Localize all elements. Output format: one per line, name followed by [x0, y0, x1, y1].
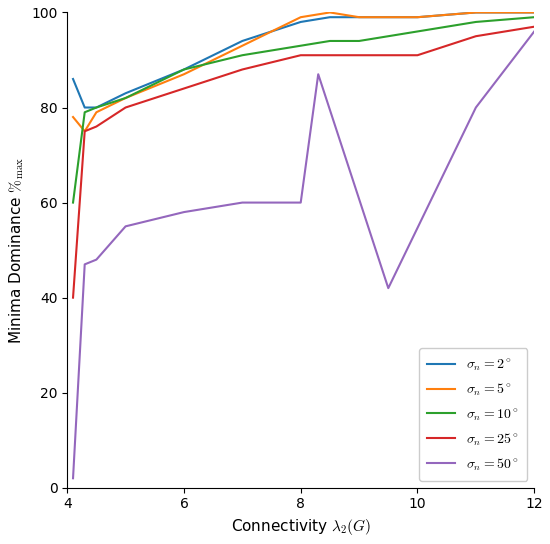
- $\sigma_n = 10^\circ$: [298, 42, 304, 49]
- X-axis label: Connectivity $\lambda_2(G)$: Connectivity $\lambda_2(G)$: [230, 517, 371, 537]
- $\sigma_n = 25^\circ$: [93, 123, 100, 130]
- $\sigma_n = 50^\circ$: [93, 256, 100, 263]
- Line: $\sigma_n = 25^\circ$: $\sigma_n = 25^\circ$: [73, 27, 534, 298]
- $\sigma_n = 25^\circ$: [414, 52, 421, 59]
- $\sigma_n = 50^\circ$: [180, 209, 187, 215]
- $\sigma_n = 10^\circ$: [472, 18, 479, 25]
- $\sigma_n = 5^\circ$: [298, 14, 304, 21]
- $\sigma_n = 2^\circ$: [180, 66, 187, 73]
- $\sigma_n = 5^\circ$: [414, 14, 421, 21]
- $\sigma_n = 10^\circ$: [93, 104, 100, 111]
- $\sigma_n = 2^\circ$: [298, 18, 304, 25]
- $\sigma_n = 2^\circ$: [81, 104, 88, 111]
- $\sigma_n = 5^\circ$: [472, 9, 479, 16]
- $\sigma_n = 2^\circ$: [122, 90, 129, 96]
- $\sigma_n = 25^\circ$: [298, 52, 304, 59]
- $\sigma_n = 2^\circ$: [356, 14, 362, 21]
- Line: $\sigma_n = 10^\circ$: $\sigma_n = 10^\circ$: [73, 17, 534, 202]
- $\sigma_n = 50^\circ$: [122, 223, 129, 230]
- $\sigma_n = 5^\circ$: [327, 9, 333, 16]
- $\sigma_n = 10^\circ$: [239, 52, 246, 59]
- Line: $\sigma_n = 50^\circ$: $\sigma_n = 50^\circ$: [73, 32, 534, 478]
- $\sigma_n = 25^\circ$: [356, 52, 362, 59]
- Line: $\sigma_n = 2^\circ$: $\sigma_n = 2^\circ$: [73, 13, 534, 108]
- $\sigma_n = 25^\circ$: [531, 23, 537, 30]
- $\sigma_n = 50^\circ$: [81, 261, 88, 268]
- $\sigma_n = 5^\circ$: [180, 71, 187, 77]
- Y-axis label: Minima Dominance $\%_{\mathrm{max}}$: Minima Dominance $\%_{\mathrm{max}}$: [7, 157, 25, 344]
- $\sigma_n = 2^\circ$: [70, 76, 76, 82]
- $\sigma_n = 2^\circ$: [414, 14, 421, 21]
- $\sigma_n = 50^\circ$: [315, 71, 322, 77]
- $\sigma_n = 5^\circ$: [81, 128, 88, 134]
- $\sigma_n = 25^\circ$: [180, 85, 187, 92]
- $\sigma_n = 25^\circ$: [122, 104, 129, 111]
- $\sigma_n = 25^\circ$: [239, 66, 246, 73]
- $\sigma_n = 10^\circ$: [122, 95, 129, 101]
- $\sigma_n = 10^\circ$: [356, 38, 362, 44]
- $\sigma_n = 5^\circ$: [239, 42, 246, 49]
- $\sigma_n = 2^\circ$: [531, 9, 537, 16]
- $\sigma_n = 5^\circ$: [531, 9, 537, 16]
- $\sigma_n = 10^\circ$: [180, 66, 187, 73]
- $\sigma_n = 5^\circ$: [122, 95, 129, 101]
- $\sigma_n = 50^\circ$: [298, 199, 304, 206]
- $\sigma_n = 10^\circ$: [327, 38, 333, 44]
- $\sigma_n = 5^\circ$: [93, 109, 100, 115]
- $\sigma_n = 10^\circ$: [531, 14, 537, 21]
- $\sigma_n = 25^\circ$: [327, 52, 333, 59]
- $\sigma_n = 5^\circ$: [356, 14, 362, 21]
- $\sigma_n = 50^\circ$: [472, 104, 479, 111]
- Line: $\sigma_n = 5^\circ$: $\sigma_n = 5^\circ$: [73, 13, 534, 131]
- Legend: $\sigma_n = 2^\circ$, $\sigma_n = 5^\circ$, $\sigma_n = 10^\circ$, $\sigma_n = 2: $\sigma_n = 2^\circ$, $\sigma_n = 5^\cir…: [419, 348, 527, 481]
- $\sigma_n = 50^\circ$: [531, 28, 537, 35]
- $\sigma_n = 25^\circ$: [81, 128, 88, 134]
- $\sigma_n = 10^\circ$: [414, 28, 421, 35]
- $\sigma_n = 50^\circ$: [385, 285, 392, 292]
- $\sigma_n = 5^\circ$: [70, 114, 76, 120]
- $\sigma_n = 10^\circ$: [70, 199, 76, 206]
- $\sigma_n = 50^\circ$: [70, 475, 76, 481]
- $\sigma_n = 2^\circ$: [327, 14, 333, 21]
- $\sigma_n = 2^\circ$: [93, 104, 100, 111]
- $\sigma_n = 10^\circ$: [81, 109, 88, 115]
- $\sigma_n = 2^\circ$: [472, 9, 479, 16]
- $\sigma_n = 50^\circ$: [239, 199, 246, 206]
- $\sigma_n = 25^\circ$: [70, 294, 76, 301]
- $\sigma_n = 2^\circ$: [239, 38, 246, 44]
- $\sigma_n = 25^\circ$: [472, 33, 479, 40]
